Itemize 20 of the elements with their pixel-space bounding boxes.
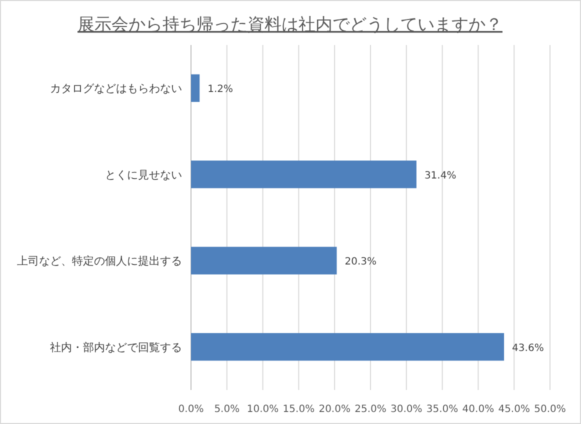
y-tick-label: カタログなどはもらわない (50, 82, 182, 96)
data-label: 31.4% (424, 170, 456, 182)
y-tick-label: とくに見せない (105, 168, 182, 182)
x-tick-label: 15.0% (282, 404, 315, 415)
title: 展示会から持ち帰った資料は社内でどうしていますか？ (78, 15, 502, 35)
x-tick-label: 30.0% (390, 404, 422, 415)
data-label: 43.6% (512, 342, 544, 354)
x-tick-label: 50.0% (534, 404, 566, 415)
data-label: 20.3% (344, 256, 377, 268)
data-label: 1.2% (208, 84, 234, 96)
x-tick-label: 20.0% (318, 404, 350, 415)
x-tick-label: 5.0% (214, 404, 240, 415)
x-tick-label: 45.0% (498, 404, 530, 415)
y-tick-label: 社内・部内などで回覧する (50, 340, 182, 354)
x-tick-label: 0.0% (178, 404, 204, 415)
x-tick-label: 25.0% (354, 404, 386, 415)
x-tick-label: 10.0% (246, 404, 279, 415)
y-tick-label: 上司など、特定の個人に提出する (17, 254, 182, 268)
x-tick-label: 40.0% (462, 404, 494, 415)
x-tick-label: 35.0% (426, 404, 458, 415)
